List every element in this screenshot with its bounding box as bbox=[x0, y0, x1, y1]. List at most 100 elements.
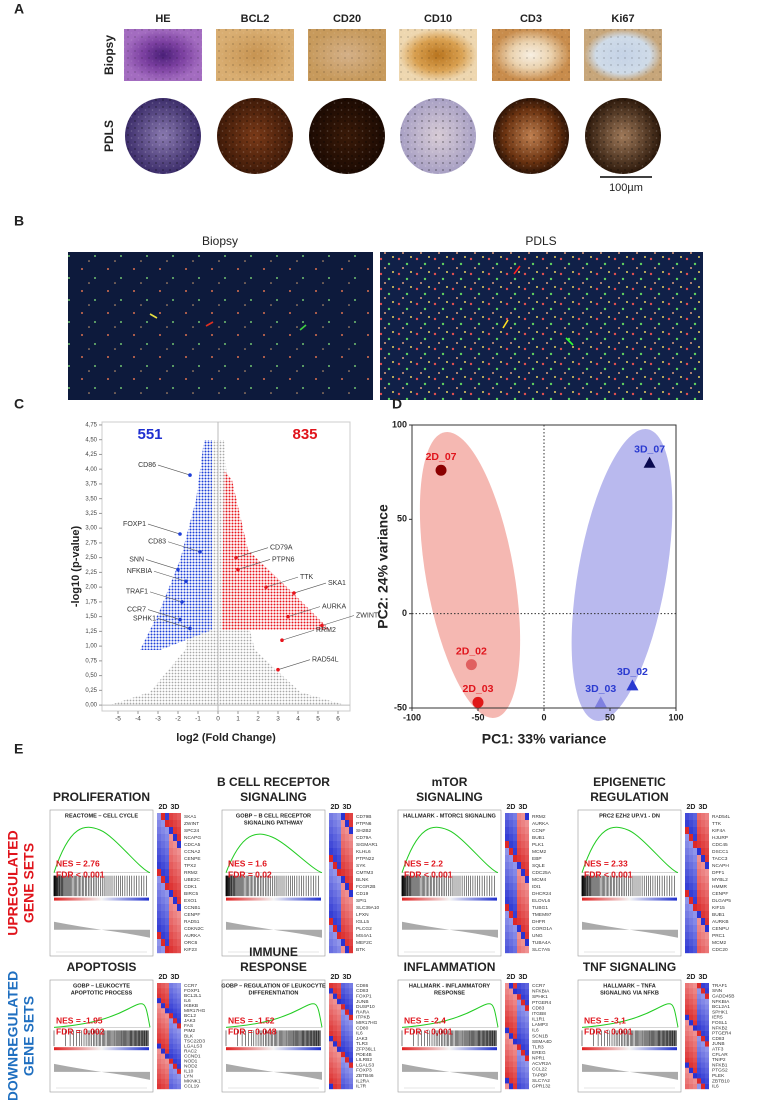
labeled-point bbox=[184, 579, 188, 584]
heatmap-cell bbox=[329, 827, 333, 835]
heatmap-cell bbox=[689, 911, 693, 919]
gene-name: CCNA2 bbox=[184, 849, 201, 855]
heatmap-cell bbox=[169, 813, 173, 821]
leader-line bbox=[157, 618, 191, 629]
heatmap-cell bbox=[349, 862, 353, 870]
heatmap-cell bbox=[521, 988, 525, 995]
heatmap-cell bbox=[161, 890, 165, 898]
heatmap-cell bbox=[165, 1018, 169, 1024]
gene-name: SQLE bbox=[532, 863, 545, 869]
heatmap-cell bbox=[693, 1030, 697, 1037]
heatmap-cell bbox=[705, 1009, 709, 1015]
heatmap-cell bbox=[341, 1062, 345, 1068]
heatmap-cell bbox=[505, 988, 509, 995]
heatmap-cell bbox=[333, 918, 337, 926]
heatmap-cell bbox=[705, 1057, 709, 1063]
heatmap-cell bbox=[705, 1062, 709, 1068]
heatmap-cell bbox=[349, 939, 353, 947]
heatmap-cell bbox=[329, 925, 333, 933]
heatmap-cell bbox=[329, 1083, 333, 1090]
heatmap-cell bbox=[521, 827, 525, 835]
heatmap-cell bbox=[345, 983, 349, 989]
heatmap-cell bbox=[173, 939, 177, 947]
gene-name: SLC39A10 bbox=[356, 905, 380, 911]
heatmap-cell bbox=[345, 1014, 349, 1021]
heatmap-cell bbox=[689, 862, 693, 870]
heatmap-cell bbox=[693, 911, 697, 919]
y-tick-label: 4,50 bbox=[85, 437, 97, 443]
heatmap-cell bbox=[509, 999, 513, 1006]
heatmap-cell bbox=[697, 834, 701, 842]
heatmap-cell bbox=[345, 1046, 349, 1053]
gene-name: CENPE bbox=[184, 856, 201, 862]
spheroid-texture bbox=[493, 98, 569, 174]
heatmap-cell bbox=[157, 862, 161, 870]
heatmap-cell bbox=[513, 994, 517, 1000]
heatmap-cell bbox=[169, 1018, 173, 1024]
heatmap-cell bbox=[333, 827, 337, 835]
heatmap-cell bbox=[705, 813, 709, 821]
enrichment-curve bbox=[401, 1003, 499, 1028]
micrograph-texture bbox=[584, 29, 662, 81]
heatmap-cell bbox=[505, 855, 509, 863]
heatmap-cell bbox=[685, 876, 689, 884]
fdr: FDR < 0.001 bbox=[584, 869, 633, 879]
heatmap-cell bbox=[525, 1083, 529, 1090]
heatmap-cell bbox=[705, 939, 709, 947]
heatmap-cell bbox=[169, 1083, 173, 1090]
spheroid-texture bbox=[309, 98, 385, 174]
heatmap-cell bbox=[169, 1033, 173, 1039]
heatmap-cell bbox=[169, 939, 173, 947]
heatmap-cell bbox=[513, 897, 517, 905]
heatmap-cell bbox=[701, 1036, 705, 1042]
heatmap-cell bbox=[349, 1036, 353, 1042]
heatmap-cell bbox=[705, 841, 709, 849]
heatmap-cell bbox=[693, 813, 697, 821]
heatmap-cell bbox=[177, 918, 181, 926]
heatmap-cell bbox=[337, 834, 341, 842]
heatmap-cell bbox=[169, 1003, 173, 1009]
heatmap-cell bbox=[513, 1077, 517, 1084]
heatmap-cell bbox=[165, 883, 169, 891]
heatmap-cell bbox=[509, 869, 513, 877]
gene-name: ZBTB46 bbox=[356, 1073, 374, 1079]
hit-barcode bbox=[401, 1030, 497, 1047]
heatmap-cell bbox=[705, 876, 709, 884]
heatmap-cell bbox=[517, 1083, 521, 1090]
heatmap-cell bbox=[525, 1044, 529, 1051]
gsea-subtitle: APOPTOTIC PROCESS bbox=[71, 990, 133, 996]
heatmap-cell bbox=[161, 883, 165, 891]
heatmap-cell bbox=[337, 820, 341, 828]
heatmap-cell bbox=[525, 1066, 529, 1073]
fish-arrows bbox=[149, 265, 574, 346]
rank-colorbar bbox=[402, 897, 497, 901]
heatmap-cell bbox=[689, 939, 693, 947]
enrichment-curve bbox=[53, 1003, 151, 1028]
heatmap-cell bbox=[685, 925, 689, 933]
gene-name: IDI1 bbox=[532, 884, 541, 890]
heatmap-cell bbox=[513, 1055, 517, 1062]
gene-name: JAK3 bbox=[356, 1036, 368, 1042]
gene-label: TTK bbox=[300, 574, 314, 581]
heatmap-cell bbox=[509, 890, 513, 898]
heatmap-cell bbox=[341, 869, 345, 877]
heatmap-cell bbox=[705, 1073, 709, 1079]
heatmap-cell bbox=[345, 890, 349, 898]
heatmap-cell bbox=[693, 904, 697, 912]
heatmap-cell bbox=[157, 848, 161, 856]
heatmap-cell bbox=[329, 862, 333, 870]
heatmap-cell bbox=[689, 1078, 693, 1084]
heatmap-cell bbox=[685, 855, 689, 863]
heatmap-cell bbox=[693, 1062, 697, 1068]
heatmap-cell bbox=[705, 897, 709, 905]
heatmap-cell bbox=[177, 897, 181, 905]
heatmap-cell bbox=[693, 862, 697, 870]
heatmap-cell bbox=[341, 848, 345, 856]
heatmap-cell bbox=[349, 1073, 353, 1079]
heatmap-cell bbox=[345, 988, 349, 994]
rank-colorbar bbox=[54, 897, 149, 901]
heatmap-cell bbox=[693, 841, 697, 849]
heatmap-cell bbox=[509, 1038, 513, 1045]
heatmap-cell bbox=[517, 1033, 521, 1039]
gene-name: PTGER4 bbox=[712, 1031, 732, 1037]
